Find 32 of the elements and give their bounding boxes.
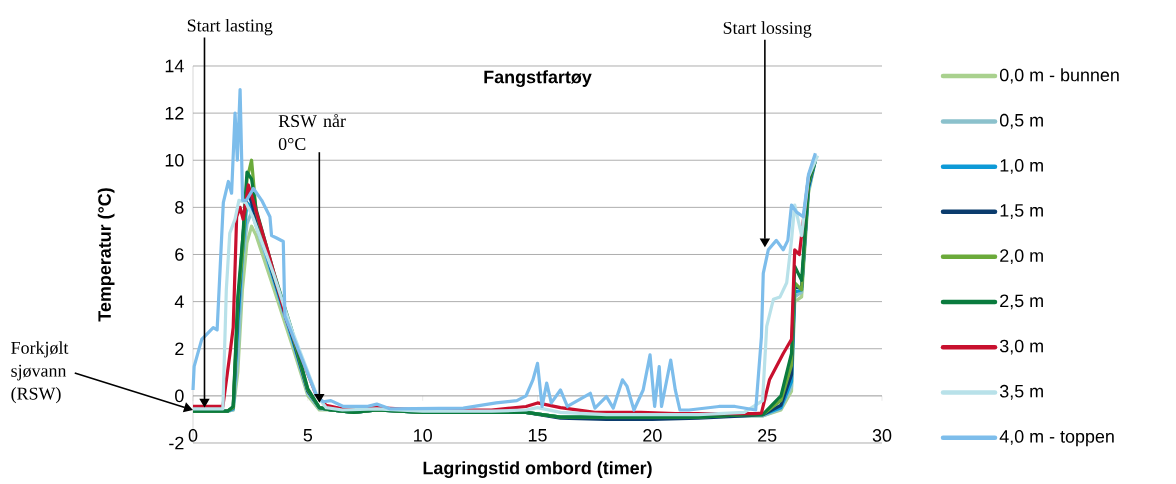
y-tick-label: 14 (165, 59, 184, 73)
legend-label: 1,0 m (1000, 159, 1043, 174)
annotation: RSW når 0°C (278, 113, 346, 151)
y-tick-label: 12 (165, 106, 184, 120)
legend-label: 3,5 m (999, 384, 1043, 400)
x-tick-label: 0 (188, 429, 198, 442)
y-tick-label: 8 (175, 201, 184, 214)
y-tick-label: 2 (175, 342, 184, 356)
y-tick-label: 6 (175, 248, 184, 261)
x-tick-label: 25 (758, 429, 777, 442)
legend-label: 3,0 m (999, 339, 1043, 355)
y-tick-label: 10 (165, 153, 184, 167)
x-axis-title: Lagringstid ombord (timer) (423, 461, 652, 478)
annotation: Forkjølt sjøvann (RSW) (11, 341, 69, 404)
x-tick-label: 20 (643, 429, 662, 442)
y-tick-label: 4 (174, 295, 184, 308)
legend-label: 4,0 m - toppen (999, 430, 1114, 447)
x-tick-label: 10 (414, 429, 432, 442)
chart-title: Fangstfartøy (484, 70, 592, 88)
x-tick-label: 30 (872, 429, 892, 442)
x-tick-label: 5 (303, 429, 313, 442)
annotation: Start lasting (187, 18, 273, 36)
y-axis-title: Temperatur (°C) (97, 188, 115, 322)
legend-label: 2,0 m (1000, 249, 1043, 265)
legend-label: 0,5 m (999, 113, 1043, 129)
legend-label: 1,5 m (1000, 204, 1043, 219)
y-tick-label: 0 (175, 389, 184, 403)
y-tick-label: -2 (169, 436, 184, 450)
annotation: Start lossing (723, 21, 812, 38)
x-tick-label: 15 (528, 429, 547, 442)
legend-label: 0,0 m - bunnen (999, 68, 1119, 84)
legend-label: 2,5 m (1000, 294, 1043, 310)
